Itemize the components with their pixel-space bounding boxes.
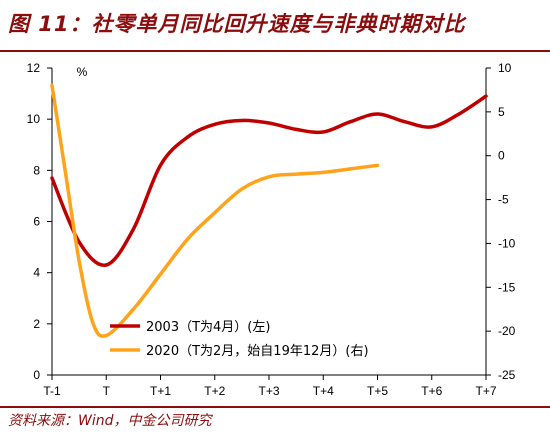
right-tick-label: -5 (498, 193, 509, 207)
source-rule (0, 406, 550, 408)
x-tick-label: T+4 (313, 384, 334, 398)
left-tick-label: 2 (33, 317, 40, 331)
series-2020-line (50, 83, 380, 338)
x-tick-label: T+3 (258, 384, 279, 398)
x-tick-label: T+7 (475, 384, 496, 398)
x-tick-label: T+6 (421, 384, 442, 398)
left-tick-label: 0 (33, 368, 40, 382)
x-tick-label: T+2 (204, 384, 225, 398)
legend-label-2020: 2020（T为2月，始自19年12月）(右) (146, 344, 369, 359)
x-tick-label: T (103, 384, 111, 398)
right-tick-label: -25 (498, 368, 516, 382)
right-tick-label: 5 (498, 105, 505, 119)
right-tick-label: -10 (498, 236, 516, 250)
x-tick-label: T+5 (367, 384, 388, 398)
x-tick-label: T+1 (150, 384, 171, 398)
right-tick-label: -15 (498, 280, 516, 294)
x-tick-label: T-1 (43, 384, 61, 398)
source-note: 资料来源：Wind，中金公司研究 (8, 413, 212, 429)
legend-label-2003: 2003（T为4月）(左) (146, 320, 270, 335)
right-tick-label: -20 (498, 324, 516, 338)
title-rule (0, 50, 550, 52)
left-axis-unit: % (77, 65, 88, 79)
left-tick-label: 4 (33, 266, 40, 280)
series-2003-line (50, 94, 488, 267)
chart-svg: 0 2 4 6 8 10 12 -25 -20 -15 -10 -5 0 5 10% T-1 T T+1 T+2 T+… (27, 61, 516, 398)
left-tick-label: 10 (27, 112, 41, 126)
chart-title: 图 11：社零单月同比回升速度与非典时期对比 (8, 12, 466, 36)
left-tick-label: 12 (27, 61, 41, 75)
right-tick-label: 10 (498, 61, 512, 75)
left-tick-label: 8 (33, 163, 40, 177)
left-tick-label: 6 (33, 215, 40, 229)
right-tick-label: 0 (498, 149, 505, 163)
